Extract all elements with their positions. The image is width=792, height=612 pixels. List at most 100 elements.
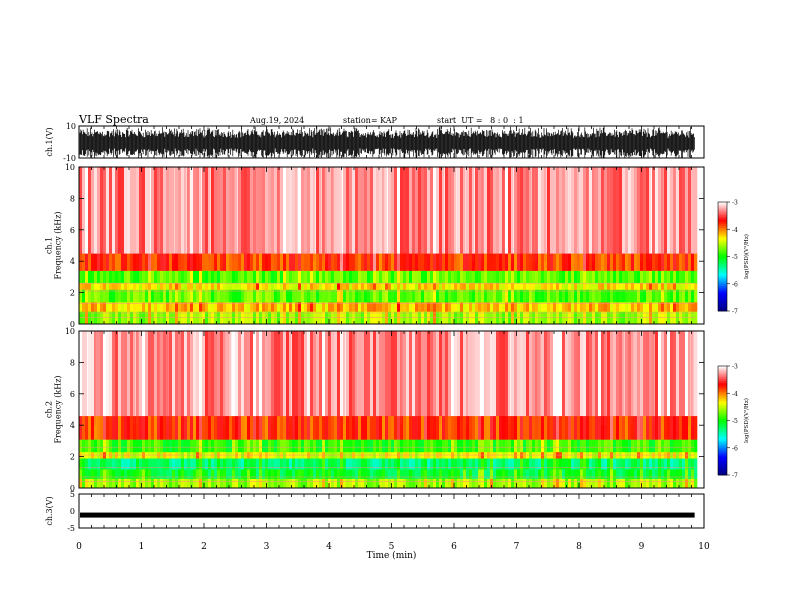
ch1-spec-cell <box>238 289 242 303</box>
ch2-spec-cell <box>409 469 413 479</box>
ch1-spec-cell <box>400 167 404 254</box>
ch2-spec-cell <box>379 458 383 470</box>
ch2-spec-cell <box>214 458 218 470</box>
ch1-spec-cell <box>169 302 173 312</box>
ch1-spec-cell <box>88 283 92 290</box>
ch1-spec-cell <box>661 253 665 271</box>
ch1-spec-cell <box>166 289 170 303</box>
time-tick-label: 4 <box>326 542 332 552</box>
ch1-spec-cell <box>553 253 557 271</box>
ch2-spec-cell <box>109 469 113 479</box>
ch2-spec-cell <box>637 331 641 417</box>
ch1-spec-cell <box>616 302 620 312</box>
ch2-spec-cell <box>577 331 581 417</box>
ch2-spec-cell <box>685 415 689 440</box>
ch2-spec-cell <box>295 331 299 417</box>
ch2-spec-cell <box>136 458 140 470</box>
ch1-spec-cell <box>475 302 479 312</box>
ch2-spec-cell <box>643 415 647 440</box>
ch2-spec-cell <box>127 478 131 488</box>
ch2-spec-cell <box>133 331 137 417</box>
ch1-spec-cell <box>388 302 392 312</box>
ch1-spec-cell <box>148 253 152 271</box>
ch1-spec-cell <box>103 253 107 271</box>
ch2-spec-cell <box>169 415 173 440</box>
ch2-spec-cell <box>85 469 89 479</box>
ch2-spec-cell <box>472 478 476 488</box>
ch1-spec-cell <box>208 253 212 271</box>
ch2-spec-cell <box>406 331 410 417</box>
ch2-spec-cell <box>448 439 452 453</box>
ch2-spec-cell <box>97 458 101 470</box>
ch1-spec-cell <box>517 270 521 284</box>
ch2-spec-cell <box>400 415 404 440</box>
ch1-spec-cell <box>454 283 458 290</box>
ch2-spec-cell <box>139 415 143 440</box>
ch2-spec-cell <box>526 331 530 417</box>
ch1-spec-cell <box>625 283 629 290</box>
ch2-spec-cell <box>304 458 308 470</box>
ch1-spec-cell <box>139 289 143 303</box>
ch2-spec-cell <box>598 415 602 440</box>
ch2-spec-cell <box>223 415 227 440</box>
ch1-spec-cell <box>664 289 668 303</box>
ch2-spec-cell <box>403 439 407 453</box>
ch2-spec-colorbar-step <box>718 453 727 456</box>
ch1-spec-cell <box>355 289 359 303</box>
ch1-spec-cell <box>679 167 683 254</box>
ch2-spec-cell <box>154 439 158 453</box>
ch2-spec-cell <box>283 458 287 470</box>
ch1-spec-cell <box>490 167 494 254</box>
ch2-spec-cell <box>202 415 206 440</box>
ch1-spec-cell <box>250 270 254 284</box>
ch2-spec-cell <box>460 478 464 488</box>
ch1-spec-cell <box>79 253 83 271</box>
ch2-spec-cell <box>589 415 593 440</box>
ch1-spec-cell <box>622 289 626 303</box>
ch1-spec-cell <box>388 283 392 290</box>
ch2-spec-cell <box>250 478 254 488</box>
ch1-spec-cell <box>625 167 629 254</box>
ch1-spec-cell <box>322 302 326 312</box>
ch1-spec-cell <box>589 253 593 271</box>
ch1-spec-cell <box>676 270 680 284</box>
ch2-spec-cell <box>496 331 500 417</box>
ch1-spec-cell <box>511 283 515 290</box>
ch1-spec-cell <box>349 283 353 290</box>
ch1-spec-cell <box>583 302 587 312</box>
ch2-spec-cell <box>421 469 425 479</box>
ch1-spec-colorbar-step <box>718 289 727 292</box>
ch1-spec-cell <box>130 167 134 254</box>
ch1-spec-cell <box>370 253 374 271</box>
ch2-spec-cell <box>658 439 662 453</box>
ch2-spec-cell <box>397 331 401 417</box>
ch2-spec-cell <box>265 415 269 440</box>
ch2-spec-cell <box>616 439 620 453</box>
ch1-spec-cell <box>112 289 116 303</box>
ch2-spec-cell <box>622 331 626 417</box>
ch2-spec-cell <box>481 439 485 453</box>
ch1-spec-cell <box>517 283 521 290</box>
ch2-spec-cell <box>652 439 656 453</box>
ch1-spec-cell <box>376 283 380 290</box>
ch1-spec-cell <box>208 283 212 290</box>
ch1-spec-cell <box>637 167 641 254</box>
ch1-spec-cell <box>478 302 482 312</box>
ch2-spec-cell <box>400 478 404 488</box>
ch1-spec-cell <box>556 302 560 312</box>
ch2-spec-cell <box>385 439 389 453</box>
ch1-spec-cell <box>676 283 680 290</box>
ch2-spec-cell <box>472 469 476 479</box>
ch1-spec-cell <box>682 289 686 303</box>
ch1-spec-cell <box>268 283 272 290</box>
ch1-spec-cell <box>256 289 260 303</box>
ch1-spec-cell <box>514 270 518 284</box>
ch1-spec-cell <box>508 270 512 284</box>
ch2-spec-cell <box>208 458 212 470</box>
ch2-spec-cell <box>610 469 614 479</box>
ch1-spec-cell <box>205 289 209 303</box>
ch2-spec-cell <box>484 331 488 417</box>
ch1-spec-cell <box>160 283 164 290</box>
ch2-spec-cell <box>568 478 572 488</box>
ch2-spec-cell <box>322 331 326 417</box>
